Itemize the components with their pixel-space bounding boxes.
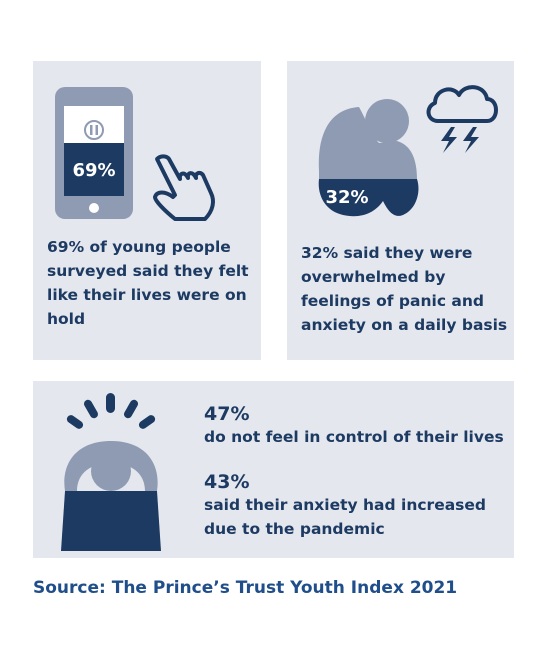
person-percent-label: 32%	[325, 187, 368, 208]
source-citation: Source: The Prince’s Trust Youth Index 2…	[33, 578, 458, 598]
phone-icon: 69%	[55, 87, 133, 219]
storm-cloud-icon	[426, 85, 498, 153]
stat-card-panic-anxiety: 32% 32% said they were overwhelmed by fe…	[287, 61, 514, 360]
control-stat-text: do not feel in control of their lives	[204, 428, 504, 446]
pause-icon	[84, 120, 104, 140]
stat-card-control-anxiety: 47% do not feel in control of their live…	[33, 381, 514, 558]
stressed-person-icon	[61, 393, 161, 551]
control-stat-value: 47%	[204, 403, 250, 425]
stat-card-lives-on-hold: 69% 69% of young people surveyed said th…	[33, 61, 261, 360]
panic-anxiety-text: 32% said they were overwhelmed by feelin…	[301, 244, 508, 334]
phone-percent-label: 69%	[72, 160, 115, 181]
lives-on-hold-text: 69% of young people surveyed said they f…	[47, 238, 249, 328]
anxiety-stat-value: 43%	[204, 471, 250, 493]
hunched-person-icon: 32%	[318, 99, 419, 217]
pointing-hand-icon	[153, 154, 215, 221]
anxiety-stat-text: said their anxiety had increased due to …	[204, 496, 486, 538]
